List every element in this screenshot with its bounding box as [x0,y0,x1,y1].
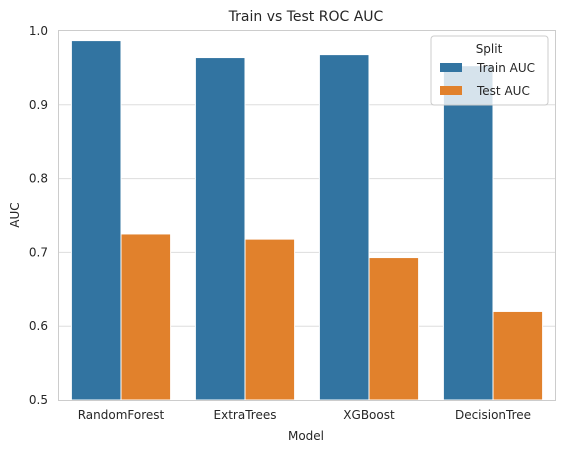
legend-label-test: Test AUC [476,84,530,98]
bar-test-randomforest [120,233,172,401]
bar-train-extratrees [194,57,246,401]
x-tick-label: XGBoost [343,408,395,422]
legend-title: Split [476,42,503,56]
plot-frame [58,30,556,401]
legend: Split Train AUC Test AUC [430,35,549,106]
y-tick-label: 0.8 [29,172,48,186]
bar-test-decisiontree [492,310,544,401]
y-tick-label: 0.9 [29,98,48,112]
bars [70,40,544,401]
legend-swatch-train [440,63,462,72]
legend-label-train: Train AUC [476,61,535,75]
y-tick-labels: 0.5 0.6 0.7 0.8 0.9 1.0 [29,24,48,407]
bar-train-randomforest [70,40,122,401]
bar-train-xgboost [318,54,370,401]
y-tick-label: 0.7 [29,245,48,259]
y-tick-label: 0.5 [29,393,48,407]
y-tick-label: 1.0 [29,24,48,38]
y-axis-label: AUC [8,202,22,227]
bar-test-extratrees [244,238,296,401]
legend-swatch-test [440,86,462,95]
bar-train-decisiontree [442,65,494,401]
y-tick-label: 0.6 [29,319,48,333]
chart-title: Train vs Test ROC AUC [228,9,384,25]
x-tick-labels: RandomForest ExtraTrees XGBoost DecisionTre… [78,408,531,422]
x-tick-label: DecisionTree [455,408,531,422]
bar-test-xgboost [368,257,420,401]
x-axis-label: Model [288,429,324,443]
x-tick-label: RandomForest [78,408,165,422]
x-tick-label: ExtraTrees [214,408,277,422]
